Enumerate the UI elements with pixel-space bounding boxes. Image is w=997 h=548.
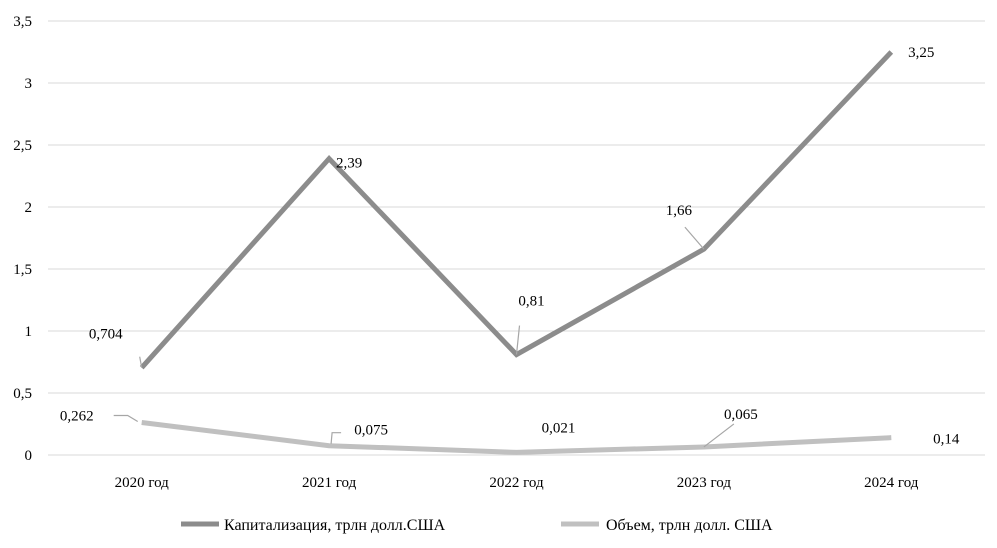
leader-line (330, 432, 342, 444)
legend: Капитализация, трлн долл.США Объем, трлн … (181, 517, 773, 534)
data-label: 1,66 (666, 203, 693, 219)
y-tick-label: 0,5 (13, 386, 32, 402)
y-tick-label: 0 (25, 448, 33, 464)
data-label: 0,065 (724, 407, 758, 423)
y-tick-label: 3,5 (13, 14, 32, 30)
data-label: 0,14 (933, 432, 960, 448)
y-tick-label: 2,5 (13, 138, 32, 154)
x-tick-label: 2023 год (677, 475, 732, 491)
x-tick-label: 2021 год (302, 475, 357, 491)
legend-label-2: Объем, трлн долл. США (606, 517, 773, 534)
data-label: 2,39 (336, 156, 362, 172)
x-tick-label: 2022 год (489, 475, 544, 491)
legend-label-1: Капитализация, трлн долл.США (224, 517, 446, 534)
y-tick-label: 2 (25, 200, 33, 216)
data-label: 0,704 (89, 327, 123, 343)
data-label: 0,021 (542, 420, 576, 436)
y-tick-label: 3 (25, 76, 33, 92)
data-label: 3,25 (908, 45, 934, 61)
series-line-2 (141, 420, 892, 455)
grid-lines (48, 20, 985, 456)
y-tick-label: 1 (25, 324, 33, 340)
leader-line (515, 325, 521, 355)
leader-line (113, 414, 139, 423)
series-lines (139, 50, 894, 455)
series-line-1 (139, 50, 894, 370)
x-tick-label: 2020 год (115, 475, 170, 491)
data-label: 0,075 (354, 423, 388, 439)
y-axis-ticks: 0 0,5 1 1,5 2 2,5 3 3,5 (13, 14, 32, 464)
label-leader-lines (113, 226, 735, 448)
y-tick-label: 1,5 (13, 262, 32, 278)
leader-line (684, 226, 705, 250)
data-label: 0,262 (60, 409, 94, 425)
leader-line (703, 423, 735, 448)
x-tick-label: 2024 год (864, 475, 919, 491)
leader-line (139, 356, 143, 368)
data-label: 0,81 (518, 294, 544, 310)
x-axis-ticks: 2020 год 2021 год 2022 год 2023 год 2024 год (115, 475, 919, 491)
data-labels: 0,704 2,39 0,81 1,66 3,25 0,262 0,075 0,021 0,06… (60, 45, 960, 448)
